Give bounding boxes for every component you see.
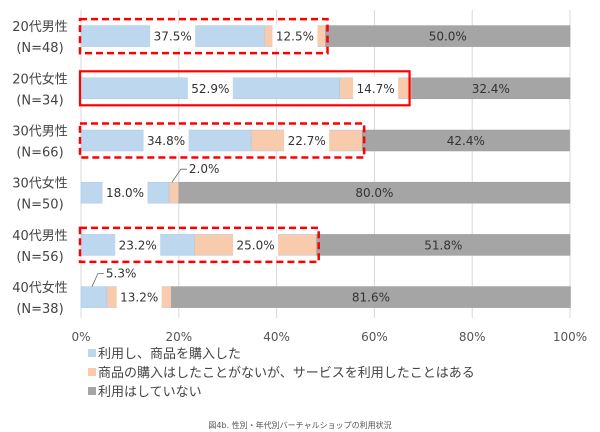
category-label: 30代女性 bbox=[12, 176, 68, 192]
data-label: 34.8% bbox=[147, 134, 185, 148]
figure-caption: 図4b. 性別・年代別バーチャルショップの利用状況 bbox=[208, 420, 391, 430]
leader-line bbox=[91, 273, 104, 287]
bar-segment bbox=[361, 129, 570, 152]
data-label: 22.7% bbox=[288, 134, 326, 148]
data-label-box bbox=[150, 24, 196, 48]
category-label: 40代男性 bbox=[12, 229, 68, 244]
x-tick-label: 20% bbox=[165, 330, 192, 344]
data-label: 32.4% bbox=[472, 82, 510, 96]
x-tick-label: 0% bbox=[71, 330, 90, 344]
data-label: 18.0% bbox=[106, 186, 144, 200]
category-label: 40代女性 bbox=[12, 280, 68, 296]
data-label: 2.0% bbox=[189, 162, 220, 176]
data-label: 51.8% bbox=[424, 238, 462, 252]
x-tick-label: 80% bbox=[459, 330, 486, 344]
data-label-box bbox=[353, 76, 399, 100]
highlight-box bbox=[78, 70, 411, 107]
bar-segment bbox=[168, 181, 180, 204]
category-n-label: (N=38) bbox=[16, 302, 63, 317]
x-tick-label: 60% bbox=[361, 330, 388, 344]
data-label-box bbox=[272, 24, 318, 48]
data-label-box bbox=[116, 285, 162, 309]
leader-line bbox=[171, 168, 187, 183]
category-label: 20代男性 bbox=[12, 20, 68, 35]
legend-label: 利用はしていない bbox=[98, 385, 202, 400]
data-label: 37.5% bbox=[154, 30, 192, 44]
highlight-box bbox=[78, 226, 320, 264]
legend-label: 商品の購入はしたことがないが、サービスを利用したことはある bbox=[98, 366, 475, 381]
category-label: 20代女性 bbox=[12, 71, 68, 87]
data-label-box bbox=[102, 181, 148, 205]
data-label-box bbox=[284, 129, 330, 152]
data-label: 42.4% bbox=[447, 134, 485, 148]
bar-segment bbox=[171, 286, 571, 308]
data-label: 13.2% bbox=[120, 291, 158, 305]
category-n-label: (N=66) bbox=[16, 146, 63, 161]
bar-segment bbox=[316, 234, 571, 256]
category-n-label: (N=34) bbox=[16, 93, 63, 108]
data-label: 25.0% bbox=[237, 238, 275, 252]
data-label-box bbox=[233, 233, 279, 257]
data-label: 23.2% bbox=[119, 238, 157, 252]
category-label: 30代男性 bbox=[12, 125, 68, 140]
data-label: 5.3% bbox=[106, 267, 136, 281]
legend-label: 利用し、商品を購入した bbox=[98, 347, 241, 362]
bar-segment bbox=[325, 25, 571, 47]
legend-swatch bbox=[88, 368, 96, 376]
data-label: 52.9% bbox=[191, 82, 229, 96]
x-tick-label: 100% bbox=[553, 330, 587, 344]
category-n-label: (N=48) bbox=[16, 41, 63, 56]
bar-segment bbox=[411, 77, 571, 100]
data-label: 12.5% bbox=[276, 30, 314, 44]
category-n-label: (N=56) bbox=[16, 250, 63, 265]
highlight-box bbox=[78, 122, 366, 159]
bar-segment bbox=[80, 286, 108, 308]
legend-swatch bbox=[88, 387, 96, 395]
data-label: 80.0% bbox=[355, 186, 393, 200]
data-label: 14.7% bbox=[357, 82, 395, 96]
highlight-box bbox=[78, 17, 329, 55]
category-n-label: (N=50) bbox=[16, 198, 63, 213]
data-label-box bbox=[115, 233, 161, 257]
data-label: 81.6% bbox=[352, 291, 390, 305]
legend-swatch bbox=[88, 349, 96, 357]
x-tick-label: 40% bbox=[263, 330, 290, 344]
bar-segment bbox=[178, 181, 571, 204]
data-label-box bbox=[187, 76, 233, 100]
data-label: 50.0% bbox=[429, 30, 467, 44]
data-label-box bbox=[143, 129, 189, 152]
